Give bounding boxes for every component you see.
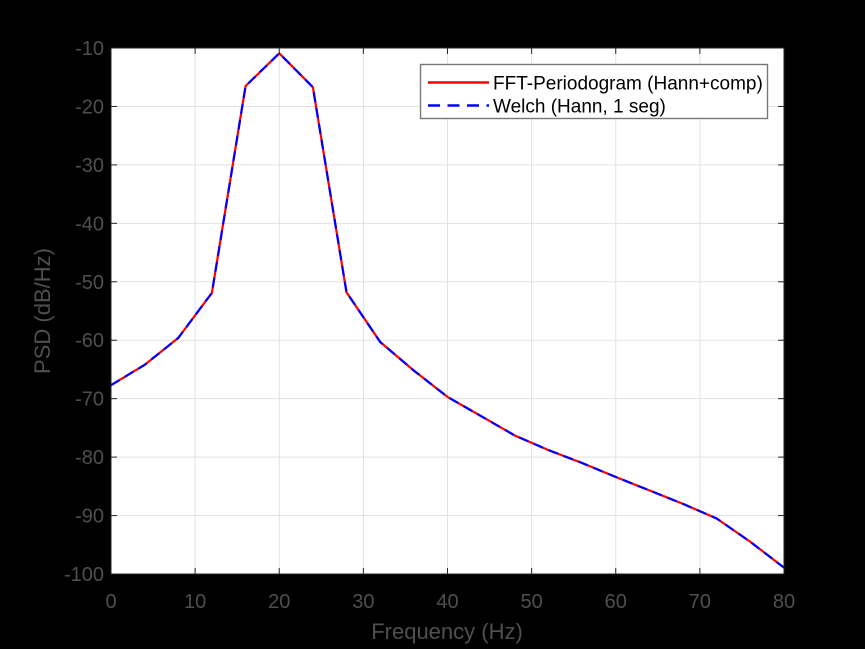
y-tick-label: -100 (64, 564, 104, 586)
x-tick-label: 60 (605, 591, 627, 613)
x-tick-label: 10 (184, 591, 206, 613)
y-tick-label: -20 (75, 96, 104, 118)
legend[interactable]: FFT-Periodogram (Hann+comp) Welch (Hann,… (419, 63, 769, 120)
x-tick-label: 70 (689, 591, 711, 613)
x-axis-label: Frequency (Hz) (371, 619, 523, 644)
axes-box (110, 47, 785, 575)
x-tick-label: 40 (436, 591, 458, 613)
y-tick-label: -30 (75, 155, 104, 177)
y-tick-label: -40 (75, 213, 104, 235)
y-tick-label: -80 (75, 447, 104, 469)
x-tick-label: 30 (352, 591, 374, 613)
x-tick-label: 0 (105, 591, 116, 613)
y-tick-label: -50 (75, 272, 104, 294)
series-line-1 (110, 52, 785, 569)
y-tick-label: -70 (75, 389, 104, 411)
x-tick-label: 80 (773, 591, 795, 613)
x-tick-label: 20 (268, 591, 290, 613)
y-tick-label: -90 (75, 506, 104, 528)
series-layer (110, 52, 785, 569)
tick-label-layer: 0 10 20 30 40 50 60 70 80 -100 -90 -80 -70 -60 -50 -40 -… (64, 38, 795, 613)
legend-box (419, 63, 769, 120)
y-tick-label: -60 (75, 330, 104, 352)
x-tick-label: 50 (521, 591, 543, 613)
legend-label-welch: Welch (Hann, 1 seg) (493, 97, 666, 118)
y-axis-label: PSD (dB/Hz) (30, 248, 55, 374)
y-tick-label: -10 (75, 38, 104, 60)
legend-label-fft: FFT-Periodogram (Hann+comp) (493, 74, 763, 95)
